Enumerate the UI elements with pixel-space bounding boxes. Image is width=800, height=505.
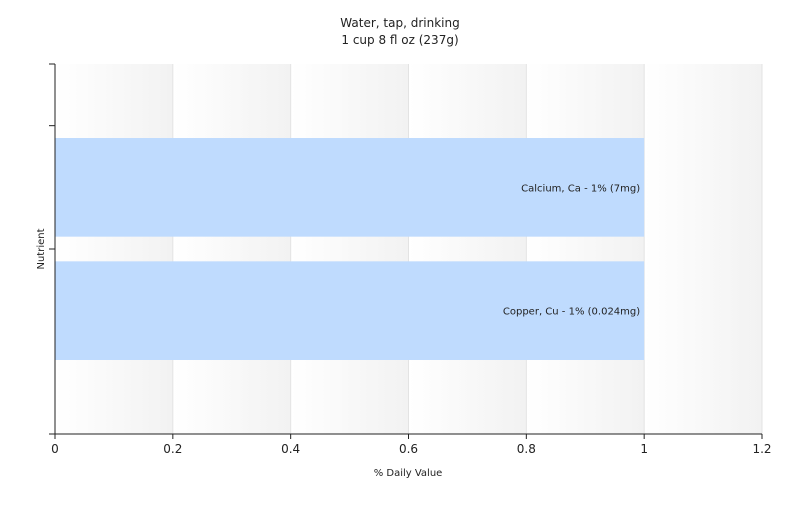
chart-title: Water, tap, drinking [340,16,459,30]
x-tick-label: 0.4 [281,442,300,456]
bar-label: Copper, Cu - 1% (0.024mg) [503,307,640,318]
x-tick-label: 1 [640,442,648,456]
plot-band [172,64,291,434]
x-tick-label: 0 [51,442,59,456]
bar-label: Calcium, Ca - 1% (7mg) [521,183,640,194]
bar [55,261,645,360]
plot-band [290,64,409,434]
plot-band [408,64,527,434]
x-tick-label: 0.6 [399,442,418,456]
plot-band [55,64,173,434]
y-axis-label: Nutrient [36,228,47,269]
x-tick-label: 0.2 [163,442,182,456]
plot-band [644,64,762,434]
plot-band [526,64,645,434]
x-axis-label: % Daily Value [374,468,443,479]
bar [55,138,645,237]
x-tick-label: 1.2 [752,442,771,456]
chart-subtitle: 1 cup 8 fl oz (237g) [341,33,458,47]
x-tick-label: 0.8 [517,442,536,456]
